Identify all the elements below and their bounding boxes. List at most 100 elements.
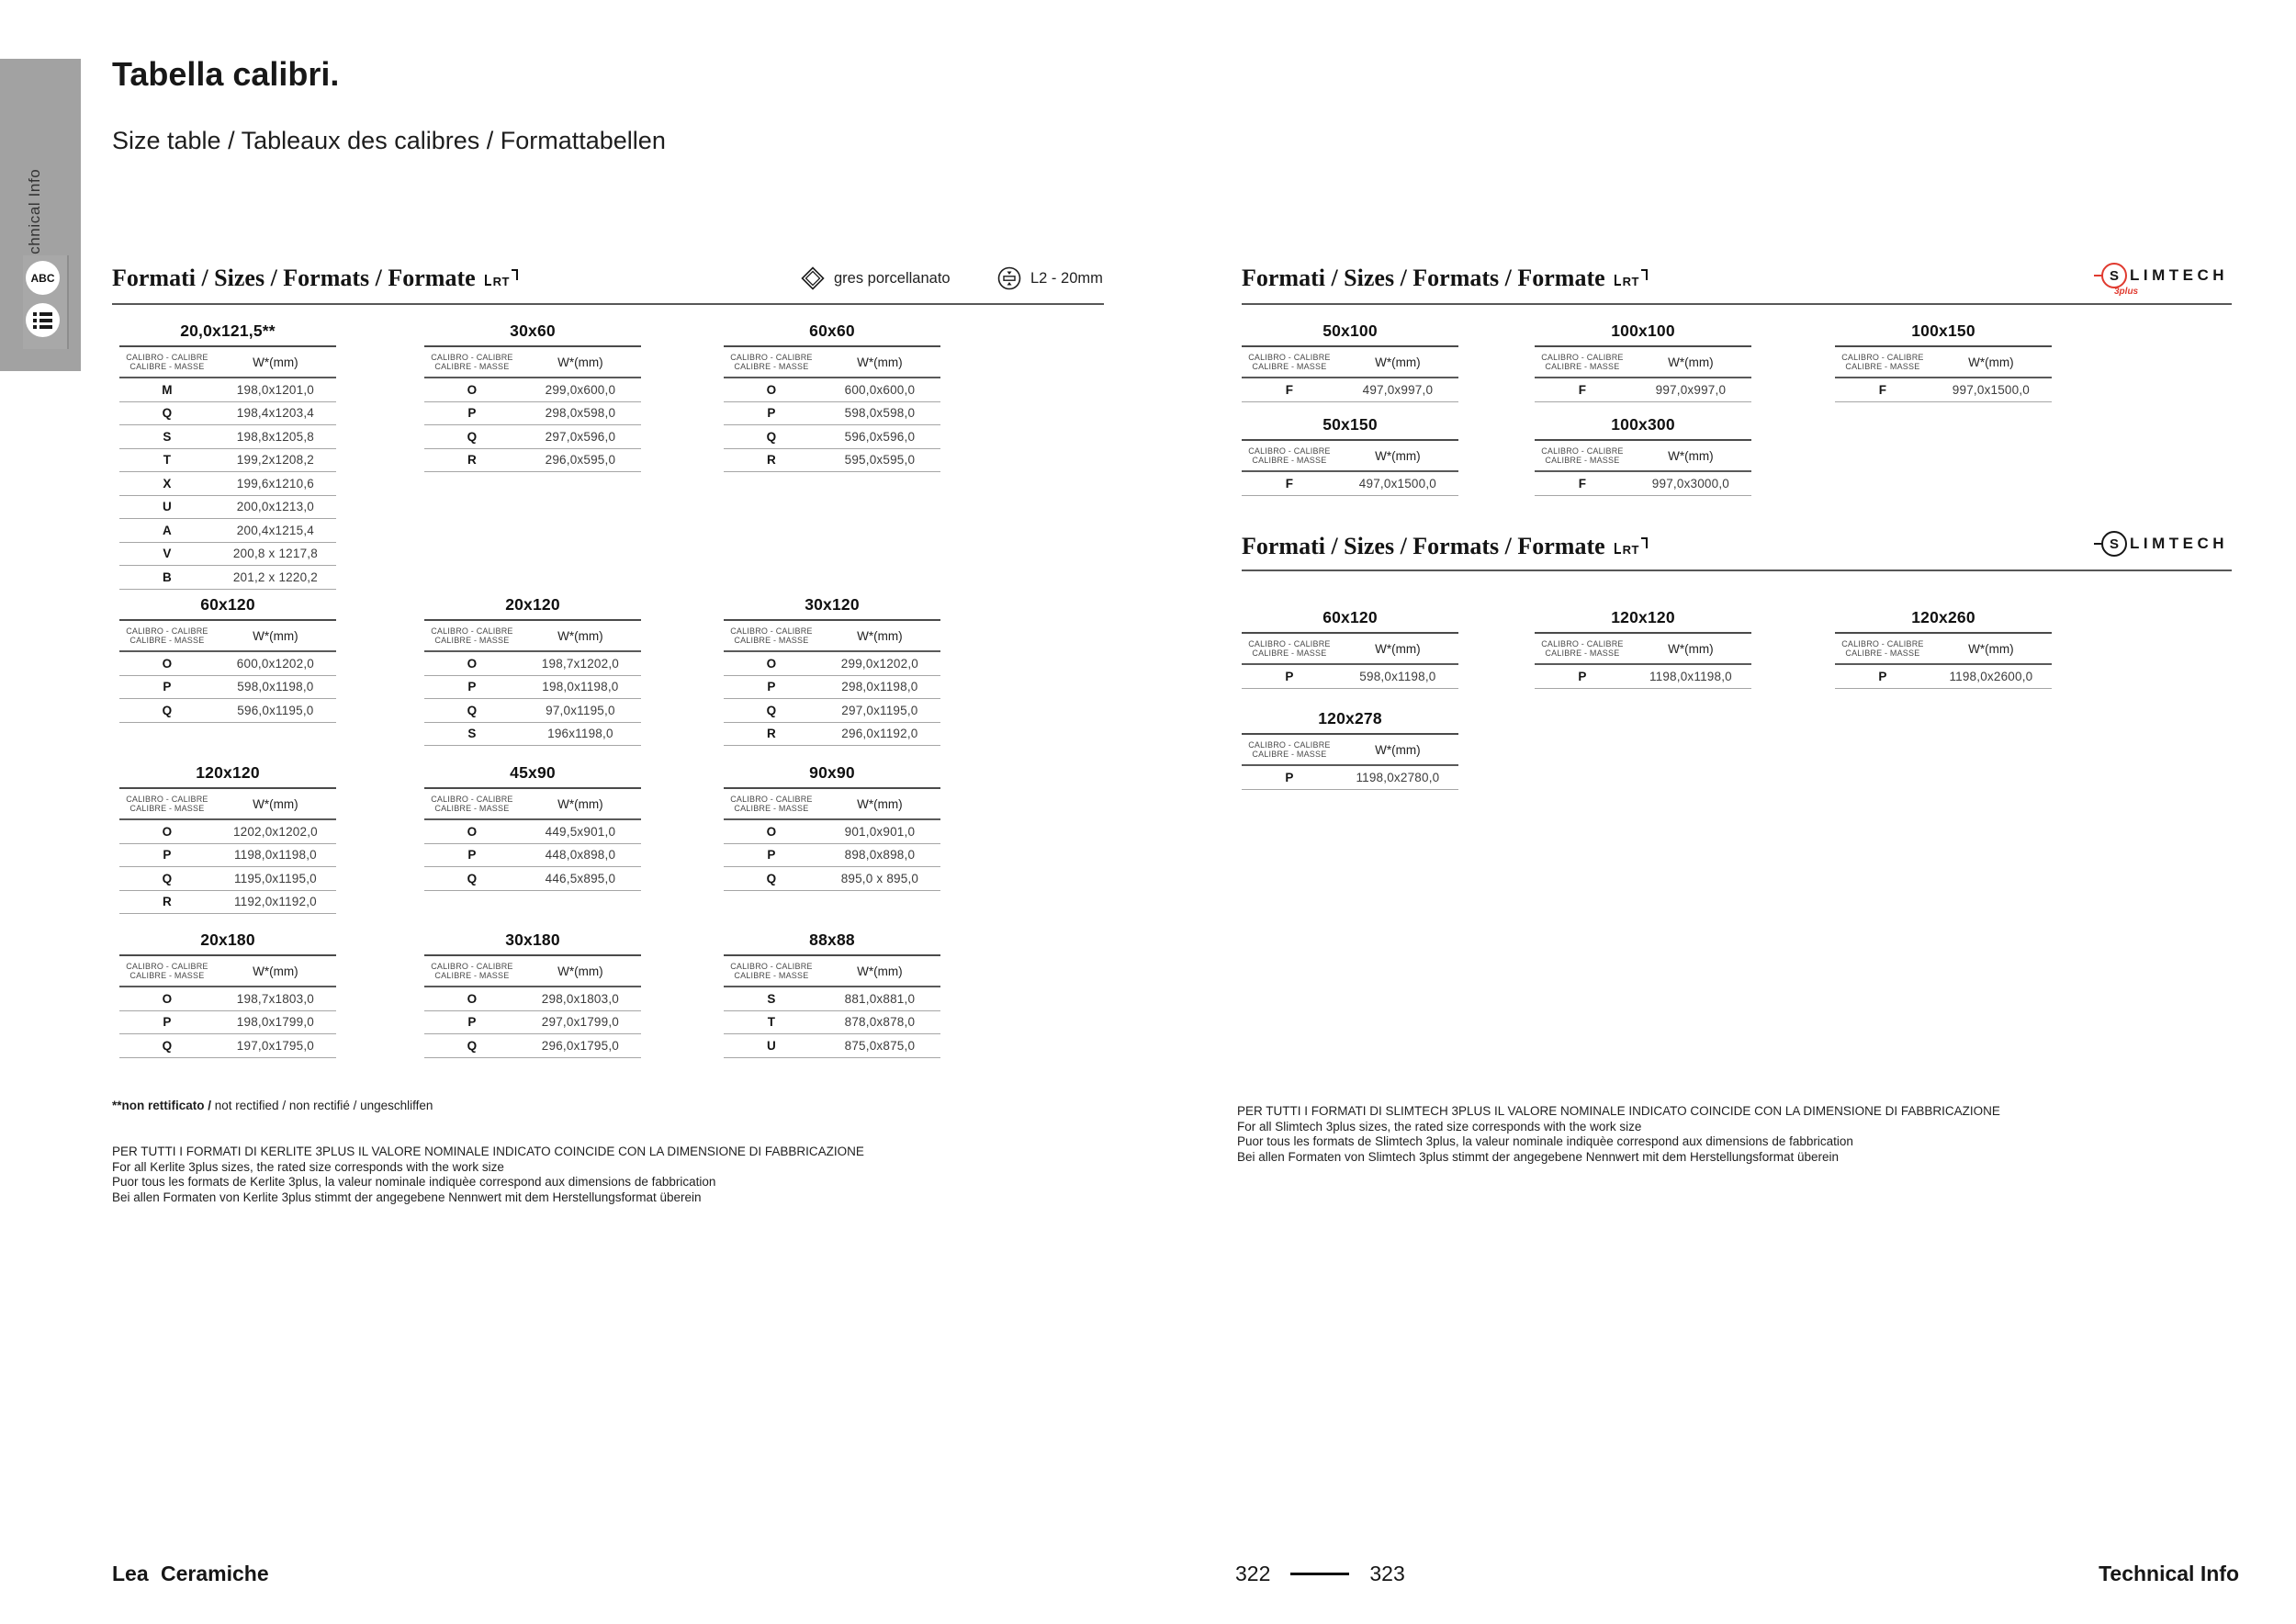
calibre-column-header: CALIBRO - CALIBRE CALIBRE - MASSE bbox=[1248, 739, 1331, 760]
calibre-cell: U bbox=[163, 500, 172, 514]
calibre-column-header: CALIBRO - CALIBRE CALIBRE - MASSE bbox=[730, 961, 813, 981]
calibre-cell: P bbox=[1285, 669, 1294, 683]
page-number-right: 323 bbox=[1369, 1562, 1405, 1585]
table-row: Q 1195,0x1195,0 bbox=[119, 867, 336, 891]
table-row: P 598,0x598,0 bbox=[724, 402, 940, 425]
calibre-cell: X bbox=[163, 476, 172, 491]
size-table-header: CALIBRO - CALIBRE CALIBRE - MASSE W*(mm) bbox=[1535, 347, 1751, 378]
diamond-icon bbox=[801, 266, 825, 290]
size-table-header: CALIBRO - CALIBRE CALIBRE - MASSE W*(mm) bbox=[424, 956, 641, 987]
size-table-title: 60x60 bbox=[724, 321, 940, 347]
size-table: 120x278 CALIBRO - CALIBRE CALIBRE - MASSE W… bbox=[1242, 709, 1458, 790]
w-mm-column-header: W*(mm) bbox=[1968, 641, 2014, 656]
table-row: Q 296,0x1795,0 bbox=[424, 1034, 641, 1058]
size-table: 60x120 CALIBRO - CALIBRE CALIBRE - MASSE W*… bbox=[1242, 608, 1458, 689]
size-cell: 298,0x598,0 bbox=[545, 406, 616, 421]
size-table-title: 90x90 bbox=[724, 763, 940, 789]
size-cell: 878,0x878,0 bbox=[844, 1015, 916, 1030]
size-cell: 200,0x1213,0 bbox=[236, 500, 315, 514]
calibre-cell: V bbox=[163, 547, 172, 561]
size-table: 100x100 CALIBRO - CALIBRE CALIBRE - MASSE W… bbox=[1535, 321, 1751, 402]
w-mm-column-header: W*(mm) bbox=[857, 355, 903, 369]
slimtech-s-icon: S bbox=[2101, 531, 2127, 557]
size-cell: 200,8 x 1217,8 bbox=[232, 547, 318, 561]
size-table-title: 60x120 bbox=[1242, 608, 1458, 634]
table-row: P 297,0x1799,0 bbox=[424, 1011, 641, 1034]
size-cell: 296,0x595,0 bbox=[545, 453, 616, 468]
footnote-bold: **non rettificato / bbox=[112, 1099, 212, 1112]
w-mm-column-header: W*(mm) bbox=[1668, 355, 1714, 369]
calibre-column-header: CALIBRO - CALIBRE CALIBRE - MASSE bbox=[431, 352, 513, 372]
w-mm-column-header: W*(mm) bbox=[857, 796, 903, 811]
note-line: PER TUTTI I FORMATI DI SLIMTECH 3PLUS IL… bbox=[1237, 1104, 2000, 1118]
size-cell: 595,0x595,0 bbox=[844, 453, 916, 468]
slimtech-s-icon: S bbox=[2101, 263, 2127, 288]
size-table-header: CALIBRO - CALIBRE CALIBRE - MASSE W*(mm) bbox=[424, 621, 641, 652]
calibre-cell: S bbox=[163, 429, 172, 444]
size-cell: 997,0x997,0 bbox=[1655, 382, 1727, 397]
calibre-column-header: CALIBRO - CALIBRE CALIBRE - MASSE bbox=[1248, 352, 1331, 372]
size-table-title: 120x120 bbox=[1535, 608, 1751, 634]
table-row: O 901,0x901,0 bbox=[724, 820, 940, 844]
size-cell: 446,5x895,0 bbox=[545, 871, 616, 885]
bullet-list-glyph bbox=[33, 311, 52, 329]
page-numbers: 322 323 bbox=[1235, 1562, 1405, 1586]
size-cell: 297,0x1195,0 bbox=[841, 703, 918, 717]
size-cell: 199,6x1210,6 bbox=[236, 476, 315, 491]
table-row: X 199,6x1210,6 bbox=[119, 472, 336, 496]
size-cell: 298,0x1803,0 bbox=[541, 991, 620, 1006]
thickness-label: L2 - 20mm bbox=[1030, 269, 1103, 287]
thickness-badge: L2 - 20mm bbox=[997, 266, 1103, 290]
size-cell: 598,0x1198,0 bbox=[1359, 669, 1436, 683]
w-mm-column-header: W*(mm) bbox=[1668, 641, 1714, 656]
note-line: Puor tous les formats de Slimtech 3plus,… bbox=[1237, 1134, 1853, 1148]
calibre-cell: F bbox=[1578, 476, 1587, 491]
table-row: U 875,0x875,0 bbox=[724, 1034, 940, 1058]
table-row: S 196x1198,0 bbox=[424, 723, 641, 746]
calibre-cell: M bbox=[162, 382, 173, 397]
size-table-title: 50x100 bbox=[1242, 321, 1458, 347]
calibre-cell: O bbox=[162, 824, 173, 839]
kerlite-note: PER TUTTI I FORMATI DI KERLITE 3PLUS IL … bbox=[112, 1145, 864, 1205]
right-heading-rule-1 bbox=[1242, 303, 2232, 305]
note-line: For all Slimtech 3plus sizes, the rated … bbox=[1237, 1119, 1642, 1133]
size-table-header: CALIBRO - CALIBRE CALIBRE - MASSE W*(mm) bbox=[119, 621, 336, 652]
size-cell: 297,0x596,0 bbox=[545, 429, 616, 444]
size-table-header: CALIBRO - CALIBRE CALIBRE - MASSE W*(mm) bbox=[1835, 634, 2052, 665]
w-mm-column-header: W*(mm) bbox=[1668, 448, 1714, 463]
table-row: V 200,8 x 1217,8 bbox=[119, 543, 336, 566]
table-row: Q 446,5x895,0 bbox=[424, 867, 641, 891]
calibre-cell: A bbox=[163, 523, 172, 537]
table-row: P 1198,0x2780,0 bbox=[1242, 766, 1458, 790]
size-table-title: 20x180 bbox=[119, 930, 336, 956]
size-cell: 199,2x1208,2 bbox=[236, 453, 315, 468]
calibre-cell: R bbox=[467, 453, 477, 468]
table-row: R 296,0x1192,0 bbox=[724, 723, 940, 746]
calibre-column-header: CALIBRO - CALIBRE CALIBRE - MASSE bbox=[730, 352, 813, 372]
calibre-column-header: CALIBRO - CALIBRE CALIBRE - MASSE bbox=[1841, 638, 1924, 659]
size-cell: 997,0x3000,0 bbox=[1651, 476, 1730, 491]
size-table-title: 20x120 bbox=[424, 595, 641, 621]
w-mm-column-header: W*(mm) bbox=[557, 355, 603, 369]
size-table-title: 30x60 bbox=[424, 321, 641, 347]
w-mm-column-header: W*(mm) bbox=[1968, 355, 2014, 369]
w-mm-column-header: W*(mm) bbox=[253, 964, 298, 978]
table-row: Q 596,0x596,0 bbox=[724, 425, 940, 449]
calibre-cell: O bbox=[467, 656, 478, 671]
size-cell: 497,0x1500,0 bbox=[1358, 476, 1437, 491]
size-table: 45x90 CALIBRO - CALIBRE CALIBRE - MASSE W*(… bbox=[424, 763, 641, 891]
right-heading-rule-2 bbox=[1242, 570, 2232, 571]
size-cell: 200,4x1215,4 bbox=[236, 523, 315, 537]
footer-section-label: Technical Info bbox=[2099, 1562, 2239, 1585]
calibre-cell: O bbox=[766, 382, 777, 397]
size-table: 90x90 CALIBRO - CALIBRE CALIBRE - MASSE W*(… bbox=[724, 763, 940, 891]
size-table-header: CALIBRO - CALIBRE CALIBRE - MASSE W*(mm) bbox=[1242, 634, 1458, 665]
calibre-column-header: CALIBRO - CALIBRE CALIBRE - MASSE bbox=[431, 961, 513, 981]
size-cell: 198,0x1201,0 bbox=[236, 382, 315, 397]
calibre-cell: R bbox=[163, 895, 172, 909]
table-row: P 298,0x1198,0 bbox=[724, 676, 940, 699]
table-row: O 198,7x1202,0 bbox=[424, 652, 641, 676]
size-cell: 1198,0x2600,0 bbox=[1949, 669, 2033, 683]
size-cell: 299,0x1202,0 bbox=[840, 656, 919, 671]
size-table: 120x260 CALIBRO - CALIBRE CALIBRE - MASSE W… bbox=[1835, 608, 2052, 689]
